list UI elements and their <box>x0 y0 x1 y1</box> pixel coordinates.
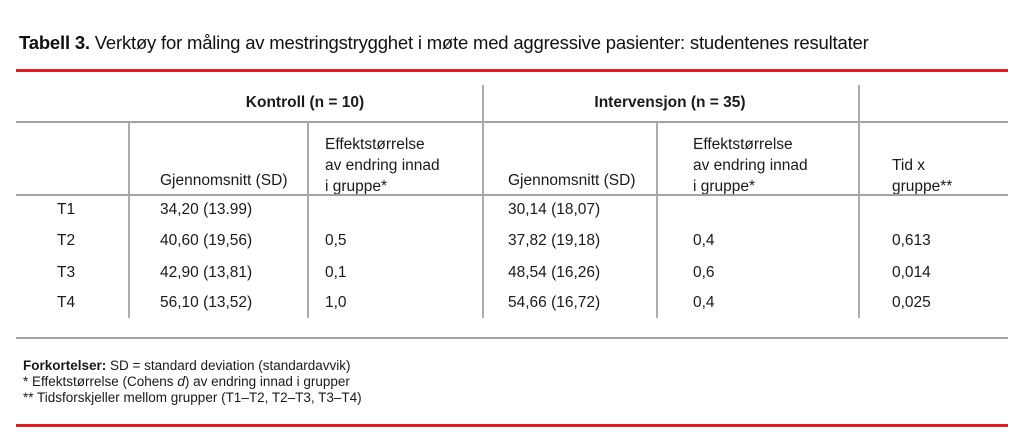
cell-intervensjon-mean: 37,82 (19,18) <box>508 232 601 249</box>
column-header-intervensjon-mean: Gjennomsnitt (SD) <box>508 172 636 189</box>
cell-intervensjon-mean: 48,54 (16,26) <box>508 264 601 281</box>
cell-intervensjon-mean: 54,66 (16,72) <box>508 294 601 311</box>
cell-kontroll-effect: 1,0 <box>325 294 347 311</box>
row-label: T4 <box>57 294 76 311</box>
table-footnotes: Forkortelser: SD = standard deviation (s… <box>23 358 362 406</box>
column-header-kontroll-mean: Gjennomsnitt (SD) <box>160 172 288 189</box>
footnote-star2: ** Tidsforskjeller mellom grupper (T1–T2… <box>23 390 362 405</box>
cell-kontroll-mean: 40,60 (19,56) <box>160 232 253 249</box>
bottom-red-rule <box>16 424 1008 427</box>
row-label: T3 <box>57 264 76 281</box>
column-divider-line <box>307 122 309 318</box>
cell-intervensjon-effect: 0,4 <box>693 232 715 249</box>
table-row: T4 56,10 (13,52) 1,0 54,66 (16,72) 0,4 0… <box>0 294 1024 314</box>
cell-intervensjon-effect: 0,4 <box>693 294 715 311</box>
table-title-text: Verktøy for måling av mestringstrygghet … <box>89 32 869 53</box>
cell-intervensjon-mean: 30,14 (18,07) <box>508 201 601 218</box>
footnote-abbrev-text: SD = standard deviation (standardavvik) <box>106 358 351 373</box>
column-divider-line <box>656 122 658 318</box>
group-header-intervensjon: Intervensjon (n = 35) <box>594 94 746 111</box>
cell-kontroll-mean: 34,20 (13.99) <box>160 201 253 218</box>
top-red-rule <box>16 69 1008 72</box>
footnote-star1-post: ) av endring innad i grupper <box>184 374 350 389</box>
cell-tid-x-gruppe: 0,014 <box>892 264 931 281</box>
row-label: T1 <box>57 201 76 218</box>
cell-kontroll-mean: 56,10 (13,52) <box>160 294 253 311</box>
group-header-kontroll: Kontroll (n = 10) <box>245 94 365 111</box>
cell-tid-x-gruppe: 0,025 <box>892 294 931 311</box>
sub-header-divider-line <box>16 194 1008 196</box>
footnote-star1-italic: d <box>177 374 185 389</box>
column-header-kontroll-effect: Effektstørrelse av endring innad i grupp… <box>325 136 440 195</box>
cell-kontroll-effect: 0,5 <box>325 232 347 249</box>
cell-intervensjon-effect: 0,6 <box>693 264 715 281</box>
table-bottom-line <box>16 337 1008 339</box>
cell-tid-x-gruppe: 0,613 <box>892 232 931 249</box>
table-row: T1 34,20 (13.99) 30,14 (18,07) <box>0 201 1024 221</box>
group-header-divider-line <box>16 121 1008 123</box>
table-title: Tabell 3. Verktøy for måling av mestring… <box>19 31 869 55</box>
table-row: T3 42,90 (13,81) 0,1 48,54 (16,26) 0,6 0… <box>0 264 1024 284</box>
row-label: T2 <box>57 232 76 249</box>
cell-kontroll-effect: 0,1 <box>325 264 347 281</box>
column-header-intervensjon-effect: Effektstørrelse av endring innad i grupp… <box>693 136 808 195</box>
footnote-star1-pre: * Effektstørrelse (Cohens <box>23 374 178 389</box>
table-number-label: Tabell 3. <box>19 32 90 53</box>
column-divider-line <box>128 122 130 318</box>
table-row: T2 40,60 (19,56) 0,5 37,82 (19,18) 0,4 0… <box>0 232 1024 252</box>
footnote-abbrev-label: Forkortelser: <box>23 358 107 373</box>
group-divider-line <box>858 85 860 318</box>
column-header-tid-x-gruppe: Tid x gruppe** <box>892 157 953 195</box>
cell-kontroll-mean: 42,90 (13,81) <box>160 264 253 281</box>
footnote-abbreviations: Forkortelser: SD = standard deviation (s… <box>23 358 362 374</box>
footnote-star1: * Effektstørrelse (Cohens d) av endring … <box>23 374 362 390</box>
group-divider-line <box>482 85 484 318</box>
